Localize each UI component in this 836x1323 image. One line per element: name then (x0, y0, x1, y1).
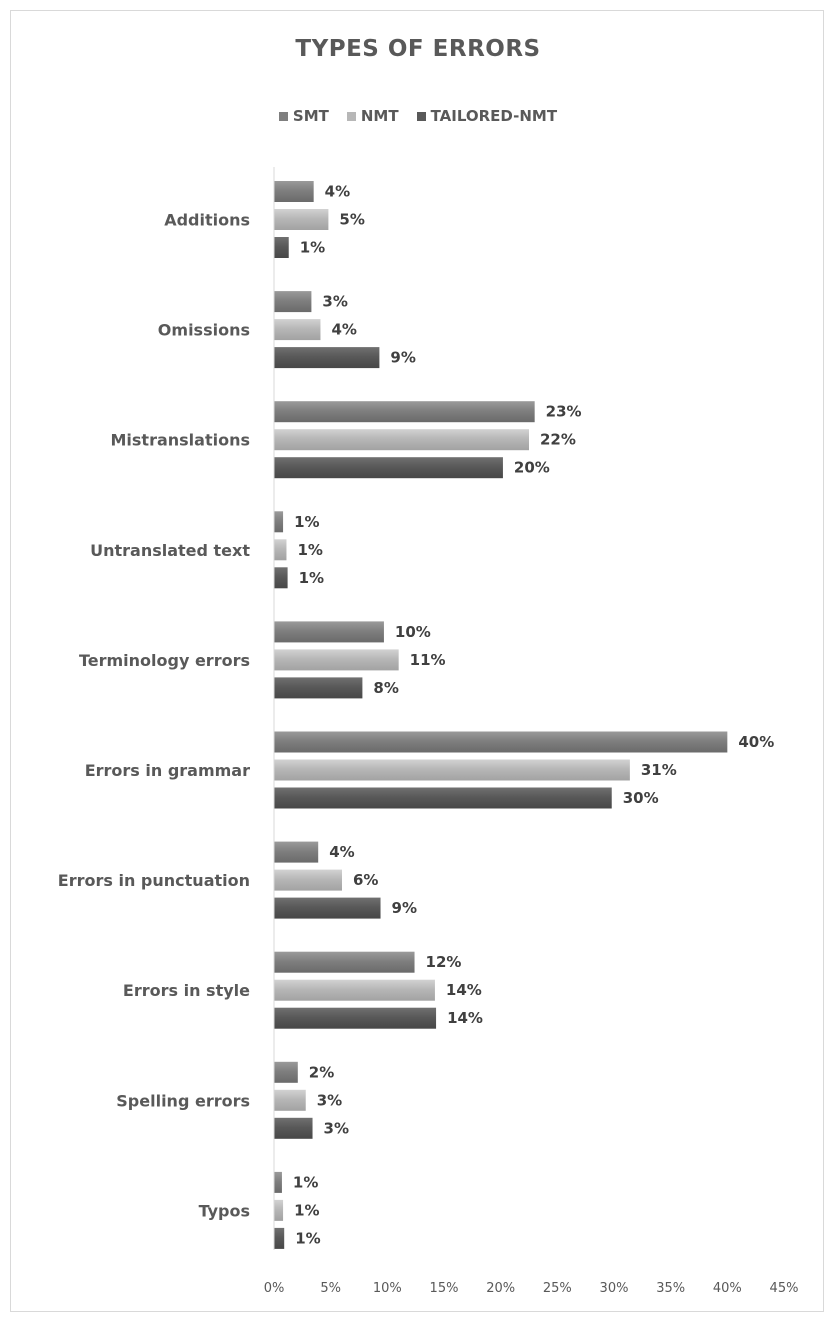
x-tick-label: 15% (430, 1281, 459, 1296)
bars (274, 181, 728, 1249)
bar-nmt (274, 649, 399, 671)
data-label: 9% (390, 349, 415, 367)
category-labels: Additions Omissions Mistranslations Untrans… (58, 211, 251, 1221)
bar-tailored-nmt (274, 787, 612, 809)
category-label: Typos (199, 1201, 250, 1220)
bar-tailored-nmt (274, 567, 288, 589)
data-label: 8% (373, 679, 398, 697)
data-label: 3% (317, 1091, 342, 1109)
category-label: Errors in grammar (85, 761, 250, 780)
data-label: 30% (623, 789, 659, 807)
category-label: Errors in punctuation (58, 871, 250, 890)
bar-smt (274, 181, 314, 202)
data-label: 14% (447, 1009, 483, 1027)
bar-smt (274, 1171, 282, 1193)
data-label: 4% (331, 321, 356, 339)
category-label: Additions (164, 211, 250, 230)
data-label: 40% (738, 733, 774, 751)
x-tick-label: 5% (320, 1281, 341, 1296)
data-label: 12% (426, 953, 462, 971)
legend-swatch (346, 111, 356, 121)
bar-nmt (274, 539, 287, 561)
data-label: 4% (325, 183, 350, 201)
chart-legend: SMT NMT TAILORED-NMT (0, 107, 836, 125)
bar-tailored-nmt (274, 897, 381, 919)
x-tick-label: 10% (373, 1281, 402, 1296)
category-label: Terminology errors (79, 651, 250, 670)
legend-label: TAILORED-NMT (430, 107, 558, 125)
bar-tailored-nmt (274, 1007, 437, 1029)
legend-item-smt: SMT (278, 107, 329, 125)
bar-nmt (274, 319, 321, 341)
x-tick-label: 25% (543, 1281, 572, 1296)
bar-tailored-nmt (274, 457, 503, 479)
bar-nmt (274, 1199, 284, 1221)
axis: 0% 5% 10% 15% 20% 25% 30% 35% 40% 45% (264, 167, 799, 1296)
data-label: 1% (294, 1201, 319, 1219)
data-label: 1% (295, 1229, 320, 1247)
data-label: 1% (300, 239, 325, 257)
bar-smt (274, 841, 319, 863)
category-label: Mistranslations (111, 431, 251, 450)
data-label: 31% (641, 761, 677, 779)
x-tick-label: 30% (600, 1281, 629, 1296)
data-label: 2% (309, 1063, 334, 1081)
legend-label: SMT (292, 107, 329, 125)
bar-smt (274, 1061, 298, 1083)
bar-tailored-nmt (274, 677, 363, 699)
data-label: 22% (540, 431, 576, 449)
bar-tailored-nmt (274, 347, 380, 369)
legend-label: NMT (360, 107, 399, 125)
bar-smt (274, 731, 728, 753)
x-tick-label: 40% (713, 1281, 742, 1296)
chart-frame (10, 10, 824, 1312)
data-label: 23% (546, 403, 582, 421)
bar-smt (274, 951, 415, 973)
x-tick-label: 35% (656, 1281, 685, 1296)
category-label: Omissions (158, 321, 250, 340)
data-label: 4% (329, 843, 354, 861)
category-label: Untranslated text (90, 541, 250, 560)
bar-smt (274, 401, 535, 423)
bar-smt (274, 291, 312, 313)
bar-nmt (274, 209, 329, 230)
legend-item-nmt: NMT (346, 107, 399, 125)
data-label: 3% (324, 1119, 349, 1137)
legend-swatch (416, 111, 426, 121)
bar-nmt (274, 979, 435, 1001)
category-label: Errors in style (123, 981, 250, 1000)
bar-tailored-nmt (274, 1117, 313, 1139)
bar-smt (274, 511, 284, 533)
bar-smt (274, 621, 384, 643)
data-label: 20% (514, 459, 550, 477)
legend-item-tailored-nmt: TAILORED-NMT (416, 107, 558, 125)
x-tick-label: 0% (264, 1281, 285, 1296)
bar-nmt (274, 429, 529, 451)
data-label: 11% (410, 651, 446, 669)
data-label: 5% (339, 211, 364, 229)
data-label: 9% (392, 899, 417, 917)
data-label: 3% (322, 293, 347, 311)
bar-nmt (274, 869, 342, 891)
category-label: Spelling errors (116, 1091, 250, 1110)
data-label: 6% (353, 871, 378, 889)
x-tick-label: 45% (770, 1281, 799, 1296)
bar-nmt (274, 759, 630, 781)
data-label: 1% (293, 1173, 318, 1191)
data-label: 14% (446, 981, 482, 999)
legend-swatch (278, 111, 288, 121)
chart-title: TYPES OF ERRORS (295, 36, 541, 62)
data-labels: 4% 5% 1% 3% 4% 9% 23% 22% 20% 1% 1% 1% 10% 11% 8% 40% 31… (293, 183, 774, 1248)
data-label: 10% (395, 623, 431, 641)
bar-tailored-nmt (274, 237, 289, 258)
bar-tailored-nmt (274, 1227, 285, 1249)
data-label: 1% (299, 569, 324, 587)
x-tick-label: 20% (486, 1281, 515, 1296)
data-label: 1% (297, 541, 322, 559)
data-label: 1% (294, 513, 319, 531)
bar-nmt (274, 1089, 306, 1111)
